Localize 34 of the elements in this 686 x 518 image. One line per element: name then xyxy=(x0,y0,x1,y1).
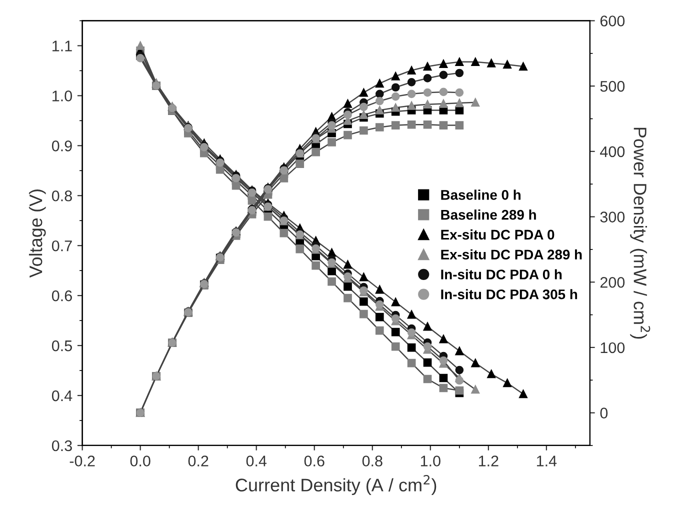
x-tick-label: 0.2 xyxy=(188,456,208,466)
y-tick-label: 0.3 xyxy=(52,440,72,452)
y-tick-label: 0.7 xyxy=(52,240,72,252)
y-tick-label: 1.0 xyxy=(52,90,72,102)
legend-label: Ex-situ DC PDA 0 xyxy=(441,229,554,240)
y2-tick-label: 100 xyxy=(600,342,625,354)
x-tick-label: 0.8 xyxy=(362,456,382,466)
x-tick-label: 0.4 xyxy=(246,456,267,466)
y2-tick-label: 200 xyxy=(600,276,625,288)
x-tick-label: 1.2 xyxy=(478,456,498,466)
y2-tick-label: 300 xyxy=(600,212,625,222)
y2-tick-label: 600 xyxy=(600,16,625,26)
x-tick-label: 0.0 xyxy=(130,456,150,466)
legend-label: Baseline 0 h xyxy=(441,190,520,200)
y2-tick-label: 500 xyxy=(600,80,625,92)
legend-label: In-situ DC PDA 305 h xyxy=(441,289,578,300)
legend-label: Baseline 289 h xyxy=(441,210,536,220)
x-tick-label: -0.2 xyxy=(70,456,95,466)
y-tick-label: 0.8 xyxy=(52,190,72,202)
x-tick-label: 1.4 xyxy=(536,456,557,466)
x-tick-label: 1.0 xyxy=(420,456,440,466)
y2-tick-label: 400 xyxy=(600,146,625,158)
x-tick-label: 0.6 xyxy=(304,456,324,466)
y2-tick-label: 0 xyxy=(600,408,608,418)
y-tick-label: 0.5 xyxy=(52,340,72,352)
y-tick-label: 0.9 xyxy=(52,140,72,152)
y-tick-label: 1.1 xyxy=(52,40,72,52)
y-axis-title: Voltage (V) xyxy=(28,190,46,278)
legend-label: Ex-situ DC PDA 289 h xyxy=(441,249,582,260)
y-tick-label: 0.4 xyxy=(52,390,72,402)
y2-axis-title: Power Density (mW / cm$^{2}$) xyxy=(630,128,650,339)
x-axis-title: Current Density (A / cm$^{2}$) xyxy=(236,475,436,496)
legend-label: In-situ DC PDA 0 h xyxy=(441,269,562,280)
y-tick-label: 0.6 xyxy=(52,290,72,302)
